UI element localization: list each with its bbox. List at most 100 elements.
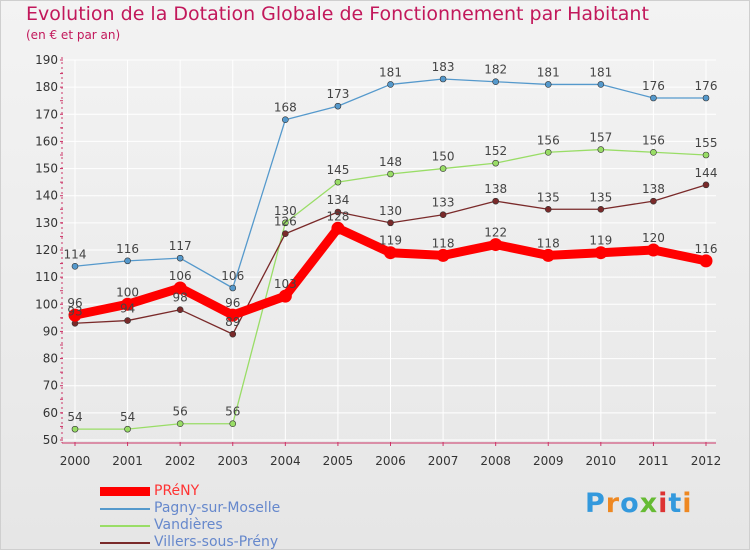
data-label-villers-sous-preny-2007: 133 [432,196,455,210]
y-tick-label-50: 50 [43,433,58,447]
data-label-villers-sous-preny-2008: 138 [484,182,507,196]
data-point-villers-sous-preny-2001 [124,317,131,324]
data-label-preny-2005: 128 [326,209,349,223]
data-label-vandieres-2002: 56 [173,405,188,419]
y-tick-label-170: 170 [35,107,58,121]
data-label-preny-2007: 118 [432,236,455,250]
data-point-vandieres-2007 [439,165,447,172]
y-tick-label-190: 190 [35,53,58,67]
data-point-pagny-sur-moselle-2008 [492,78,499,86]
data-label-pagny-sur-moselle-2003: 106 [221,269,244,283]
data-point-pagny-sur-moselle-2000 [71,262,79,270]
data-label-villers-sous-preny-2001: 94 [120,302,135,316]
data-point-preny-2004 [278,289,292,303]
data-label-preny-2012: 116 [695,242,718,256]
data-point-preny-2007 [436,248,450,262]
data-point-preny-2006 [384,246,397,260]
x-tick-label-2002: 2002 [165,454,196,468]
y-tick-label-60: 60 [43,406,58,420]
logo-letter: o [620,488,640,519]
data-point-pagny-sur-moselle-2006 [387,81,394,88]
x-tick-label-2012: 2012 [691,454,722,468]
data-label-preny-2008: 122 [484,226,507,240]
data-point-preny-2010 [594,246,608,260]
x-tick-label-2009: 2009 [533,454,564,468]
y-tick-label-130: 130 [35,216,58,230]
data-label-pagny-sur-moselle-2000: 114 [64,247,87,261]
data-label-preny-2010: 119 [589,234,612,248]
data-point-pagny-sur-moselle-2002 [176,254,184,262]
data-label-vandieres-2012: 155 [695,136,718,150]
data-point-preny-2012 [699,254,713,268]
logo-letter: P [585,488,606,519]
y-tick-label-120: 120 [35,243,58,257]
data-label-villers-sous-preny-2003: 89 [225,315,240,329]
data-point-pagny-sur-moselle-2005 [334,102,342,110]
legend-swatch-vandieres [100,524,150,527]
data-label-villers-sous-preny-2012: 144 [695,166,718,180]
legend-item-villers-sous-preny: Villers-sous-Prény [100,534,280,551]
data-point-preny-2009 [541,248,555,262]
data-point-preny-2008 [489,238,503,252]
data-label-vandieres-2009: 156 [537,133,560,147]
y-tick-label-70: 70 [43,379,58,393]
data-point-vandieres-2012 [702,151,710,159]
x-tick-label-2000: 2000 [60,454,91,468]
data-label-villers-sous-preny-2006: 130 [379,204,402,218]
x-tick-label-2007: 2007 [428,454,459,468]
data-label-pagny-sur-moselle-2006: 181 [379,65,402,79]
axis-layer: 50 60 70 80 90 100 110 120 130 140 150 160 170 180 190… [35,53,721,468]
data-label-vandieres-2006: 148 [379,155,402,169]
data-point-preny-2001 [121,297,135,311]
data-point-pagny-sur-moselle-2010 [597,81,605,88]
legend-item-vandieres: Vandières [100,517,280,534]
data-point-vandieres-2004 [282,219,289,227]
data-point-pagny-sur-moselle-2009 [544,81,552,88]
data-label-pagny-sur-moselle-2001: 116 [116,242,139,256]
data-point-pagny-sur-moselle-2004 [282,116,289,124]
y-tick-label-80: 80 [43,352,58,366]
x-tick-label-2008: 2008 [480,454,511,468]
data-point-vandieres-2005 [334,178,342,186]
data-point-villers-sous-preny-2007 [439,211,447,219]
data-label-vandieres-2003: 56 [225,405,240,419]
data-label-vandieres-2010: 157 [589,131,612,145]
data-point-preny-2002 [173,281,187,295]
data-label-villers-sous-preny-2005: 134 [326,193,349,207]
data-label-villers-sous-preny-2009: 135 [537,190,560,204]
data-point-villers-sous-preny-2008 [492,197,499,205]
data-point-vandieres-2000 [71,425,79,433]
y-tick-label-180: 180 [35,80,58,94]
data-label-layer: 114 116 117 106 168 173 181 183 182 181 181 176 176 5… [64,60,718,424]
chart-subtitle: (en € et par an) [26,28,121,42]
legend-item-pagny-sur-moselle: Pagny-sur-Moselle [100,500,280,517]
data-label-pagny-sur-moselle-2012: 176 [695,79,718,93]
data-point-vandieres-2011 [650,148,657,156]
data-label-pagny-sur-moselle-2002: 117 [169,239,192,253]
data-label-preny-2011: 120 [642,231,665,245]
data-point-preny-2000 [68,308,82,322]
legend-label-pagny-sur-moselle: Pagny-sur-Moselle [154,500,281,516]
data-point-pagny-sur-moselle-2011 [650,94,657,102]
legend-label-vandieres: Vandières [154,517,223,533]
data-label-vandieres-2000: 54 [67,410,82,424]
legend-swatch-preny [100,487,150,496]
logo-letter: i [658,488,669,519]
data-point-vandieres-2008 [492,159,499,167]
series-layer [68,75,713,433]
legend-label-villers-sous-preny: Villers-sous-Prény [154,534,279,550]
proxiti-logo: Proxiti [585,488,693,519]
data-point-villers-sous-preny-2005 [334,208,342,216]
legend-item-preny: PRéNY [100,483,280,500]
data-label-preny-2002: 106 [169,269,192,283]
data-label-vandieres-2007: 150 [432,150,455,164]
data-label-villers-sous-preny-2010: 135 [589,190,612,204]
data-point-preny-2005 [331,221,345,235]
chart-title: Evolution de la Dotation Globale de Fonc… [26,3,649,25]
data-label-preny-2006: 119 [379,234,402,248]
data-point-preny-2003 [226,308,240,322]
logo-letter: r [605,488,621,519]
data-point-vandieres-2003 [229,420,237,428]
data-label-preny-2003: 96 [225,296,240,310]
data-label-pagny-sur-moselle-2007: 183 [432,60,455,74]
